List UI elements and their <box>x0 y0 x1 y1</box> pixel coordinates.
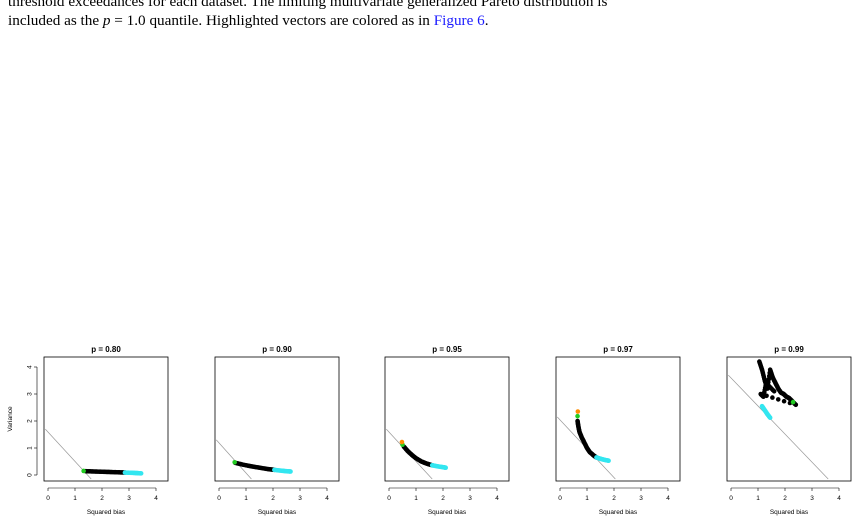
x-tick-label: 1 <box>73 495 77 502</box>
x-tick-label: 1 <box>756 495 760 502</box>
data-point <box>138 471 144 476</box>
data-point <box>606 458 611 463</box>
x-tick-label: 0 <box>46 495 50 502</box>
x-tick-label: 2 <box>441 495 445 502</box>
x-tick-label: 3 <box>298 495 302 502</box>
plot-frame <box>726 356 852 482</box>
data-point <box>790 399 796 405</box>
y-tick-label: 2 <box>27 419 34 423</box>
x-tick-label: 2 <box>100 495 104 502</box>
x-tick-label: 1 <box>244 495 248 502</box>
x-tick-label: 2 <box>271 495 275 502</box>
caption-text: included as the <box>8 12 103 29</box>
x-tick-label: 3 <box>810 495 814 502</box>
caption-line-1: threshold exceedances for each dataset. … <box>8 0 608 10</box>
x-tick-label: 1 <box>414 495 418 502</box>
x-tick-label: 4 <box>495 495 499 502</box>
figure-caption: threshold exceedances for each dataset. … <box>8 0 860 30</box>
plot-frame <box>555 356 681 482</box>
y-tick-label: 1 <box>27 446 34 450</box>
caption-math-p: p <box>102 12 111 29</box>
y-tick-label: 0 <box>27 473 34 477</box>
x-axis-label: Squared bias <box>428 509 467 516</box>
x-tick-label: 1 <box>585 495 589 502</box>
y-tick-label: 3 <box>27 392 34 396</box>
data-point <box>770 395 775 400</box>
plot-frame <box>214 356 340 482</box>
figure-6-link[interactable]: Figure 6 <box>433 12 485 29</box>
data-point <box>288 469 293 474</box>
x-tick-label: 0 <box>558 495 562 502</box>
data-point <box>575 413 580 419</box>
plot-frame <box>43 356 169 482</box>
x-tick-label: 4 <box>666 495 670 502</box>
panel-title: p = 0.95 <box>432 345 462 354</box>
data-point <box>399 439 405 445</box>
x-tick-label: 3 <box>639 495 643 502</box>
data-point <box>767 415 773 421</box>
x-tick-label: 4 <box>837 495 841 502</box>
x-tick-label: 0 <box>217 495 221 502</box>
panel-title: p = 0.99 <box>774 345 804 354</box>
data-point <box>232 460 237 465</box>
x-tick-label: 4 <box>325 495 329 502</box>
y-axis-label: Variance <box>7 406 14 432</box>
data-point <box>771 389 777 394</box>
data-point <box>775 397 781 402</box>
x-tick-label: 2 <box>783 495 787 502</box>
x-tick-label: 0 <box>729 495 733 502</box>
x-axis-label: Squared bias <box>599 509 638 516</box>
data-point <box>781 398 787 404</box>
x-axis-label: Squared bias <box>770 509 809 516</box>
x-axis-label: Squared bias <box>87 509 126 516</box>
x-axis-label: Squared bias <box>258 509 297 516</box>
plot-frame <box>384 356 510 482</box>
x-tick-label: 3 <box>127 495 131 502</box>
x-tick-label: 0 <box>387 495 391 502</box>
caption-line-2: included as the p = 1.0 quantile. Highli… <box>8 11 860 30</box>
x-tick-label: 2 <box>612 495 616 502</box>
caption-text: . <box>484 12 489 29</box>
reference-line <box>728 374 829 480</box>
x-tick-label: 4 <box>154 495 158 502</box>
caption-text: = 1.0 quantile. Highlighted vectors are … <box>110 12 434 29</box>
panel-title: p = 0.97 <box>603 345 633 354</box>
data-point <box>81 468 86 474</box>
reference-line <box>216 439 252 480</box>
data-point <box>575 409 581 414</box>
x-tick-label: 3 <box>468 495 472 502</box>
panel-title: p = 0.80 <box>91 345 121 354</box>
y-tick-label: 4 <box>27 365 34 369</box>
data-point <box>443 465 449 471</box>
panel-title: p = 0.90 <box>262 345 292 354</box>
figure-panels: p = 0.80 0 1 2 3 4 Squared bias 0 1 2 3 4 Variance p … <box>7 345 852 516</box>
